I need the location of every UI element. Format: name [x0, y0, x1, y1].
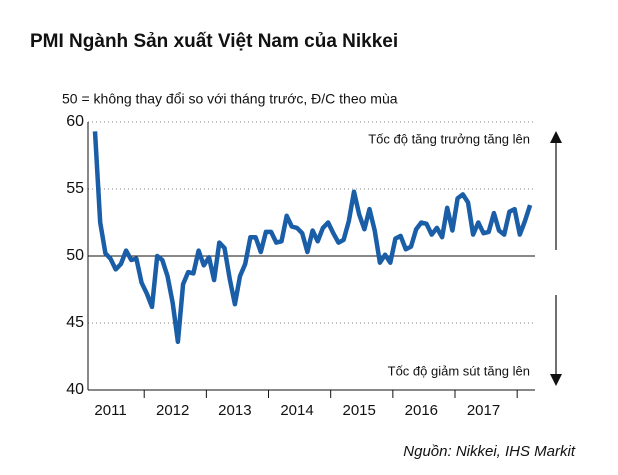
x-tick-label: 2016: [405, 402, 438, 419]
y-tick-label: 45: [66, 314, 84, 331]
y-tick-label: 50: [66, 247, 84, 264]
y-tick-label: 55: [66, 180, 84, 197]
x-tick-label: 2014: [280, 402, 313, 419]
y-tick-label: 40: [66, 381, 84, 398]
annotation: Tốc độ giảm sút tăng lên: [388, 363, 530, 378]
x-tick-label: 2015: [342, 402, 375, 419]
annotation: Tốc độ tăng trưởng tăng lên: [368, 131, 530, 146]
x-tick-label: 2011: [94, 402, 126, 419]
chart-subtitle: 50 = không thay đổi so với tháng trước, …: [62, 91, 398, 107]
x-tick-label: 2017: [467, 402, 500, 419]
x-tick-label: 2012: [156, 402, 189, 419]
chart-title: PMI Ngành Sản xuất Việt Nam của Nikkei: [30, 31, 398, 52]
y-tick-label: 60: [66, 113, 84, 130]
x-tick-label: 2013: [218, 402, 251, 419]
series-line: [92, 131, 533, 345]
source: Nguồn: Nikkei, IHS Markit: [403, 443, 576, 460]
